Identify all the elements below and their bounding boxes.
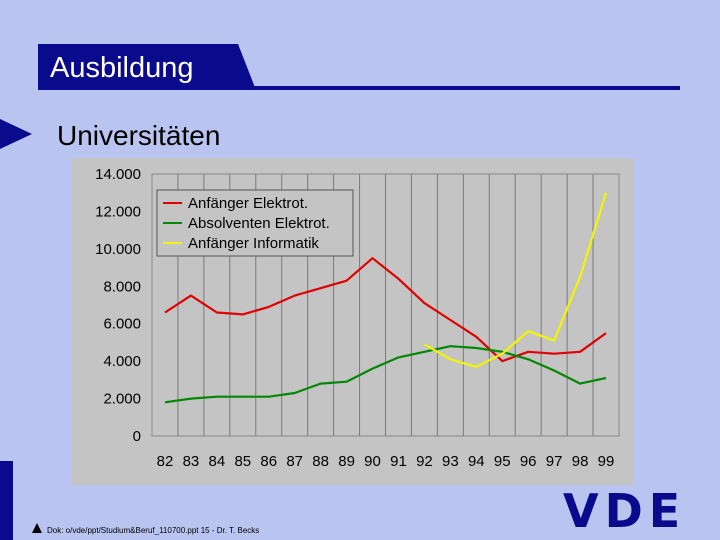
legend-label: Anfänger Elektrot.: [188, 195, 308, 212]
y-tick-label: 8.000: [103, 278, 141, 295]
series-line-2: [423, 192, 608, 368]
x-tick-label: 93: [442, 453, 459, 470]
footer-triangle-icon: [32, 523, 42, 533]
title-underline: [250, 86, 680, 90]
x-tick-label: 92: [416, 453, 433, 470]
x-tick-label: 94: [468, 453, 485, 470]
x-tick-label: 99: [598, 453, 615, 470]
footer-document-reference: Dok: o/vde/ppt/Studium&Beruf_110700.ppt …: [47, 526, 260, 535]
vde-logo: VDE: [563, 484, 687, 538]
line-chart: 02.0004.0006.0008.00010.00012.00014.000 …: [95, 166, 620, 470]
chart-panel: 0 2.000 4.000 6.000 8.000 10.000 12.000 14.000 …: [72, 158, 633, 485]
x-tick-label: 89: [338, 453, 355, 470]
x-tick-label: 91: [390, 453, 407, 470]
x-tick-label: 88: [312, 453, 329, 470]
x-tick-label: 84: [209, 453, 226, 470]
y-tick-label: 12.000: [95, 203, 141, 220]
x-tick-label: 83: [183, 453, 200, 470]
y-tick-label: 10.000: [95, 241, 141, 258]
x-tick-label: 90: [364, 453, 381, 470]
series-line-0: [164, 257, 607, 363]
x-tick-label: 82: [157, 453, 174, 470]
legend-label: Anfänger Informatik: [188, 235, 319, 252]
title-banner: [38, 44, 256, 90]
x-tick-label: 85: [234, 453, 251, 470]
y-tick-label: 14.000: [95, 166, 141, 183]
x-tick-label: 97: [546, 453, 563, 470]
legend-box: [156, 189, 354, 257]
left-accent-bar: [0, 461, 13, 540]
x-tick-label: 95: [494, 453, 511, 470]
slide-title: Ausbildung: [50, 52, 194, 84]
x-tick-label: 96: [520, 453, 537, 470]
x-tick-label: 98: [572, 453, 589, 470]
y-tick-label: 4.000: [103, 353, 141, 370]
legend-label: Absolventen Elektrot.: [188, 215, 330, 232]
y-tick-label: 2.000: [103, 391, 141, 408]
x-tick-label: 87: [286, 453, 303, 470]
y-tick-label: 6.000: [103, 316, 141, 333]
series-line-1: [164, 345, 607, 404]
x-tick-label: 86: [260, 453, 277, 470]
y-tick-label: 0: [133, 428, 141, 445]
bullet-arrow-icon: [0, 119, 32, 149]
slide-subtitle: Universitäten: [57, 120, 221, 151]
